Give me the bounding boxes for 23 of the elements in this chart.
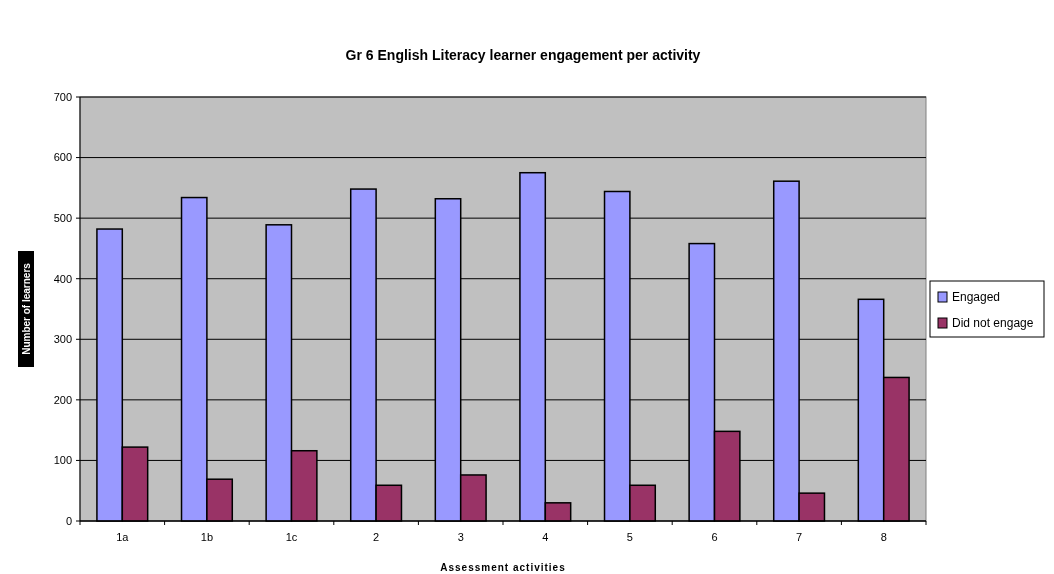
y-tick-label: 700	[53, 90, 72, 103]
y-tick-label: 400	[53, 272, 72, 285]
y-tick-label: 200	[53, 393, 72, 406]
x-tick-label: 3	[457, 531, 464, 543]
legend-label: Engaged	[952, 290, 1001, 305]
x-tick-label: 6	[711, 531, 718, 543]
y-tick-label: 100	[53, 454, 72, 467]
y-tick-label: 500	[53, 211, 72, 224]
y-tick-label: 0	[65, 514, 72, 527]
y-tick-label: 600	[53, 151, 72, 164]
y-tick-label: 300	[53, 333, 72, 346]
x-tick-label: 1c	[285, 531, 298, 543]
x-tick-label: 1b	[200, 531, 214, 543]
x-axis-title: Assessment activities	[440, 562, 566, 573]
x-tick-label: 5	[626, 531, 633, 543]
x-tick-label: 8	[880, 531, 887, 543]
x-tick-label: 4	[542, 531, 549, 543]
y-axis-title: Number of learners	[20, 262, 32, 355]
chart-title: Gr 6 English Literacy learner engagement per activity	[345, 47, 701, 63]
x-tick-label: 7	[796, 531, 803, 543]
x-tick-label: 1a	[116, 531, 130, 543]
legend-label: Did not engage	[952, 316, 1034, 331]
x-tick-label: 2	[373, 531, 380, 543]
